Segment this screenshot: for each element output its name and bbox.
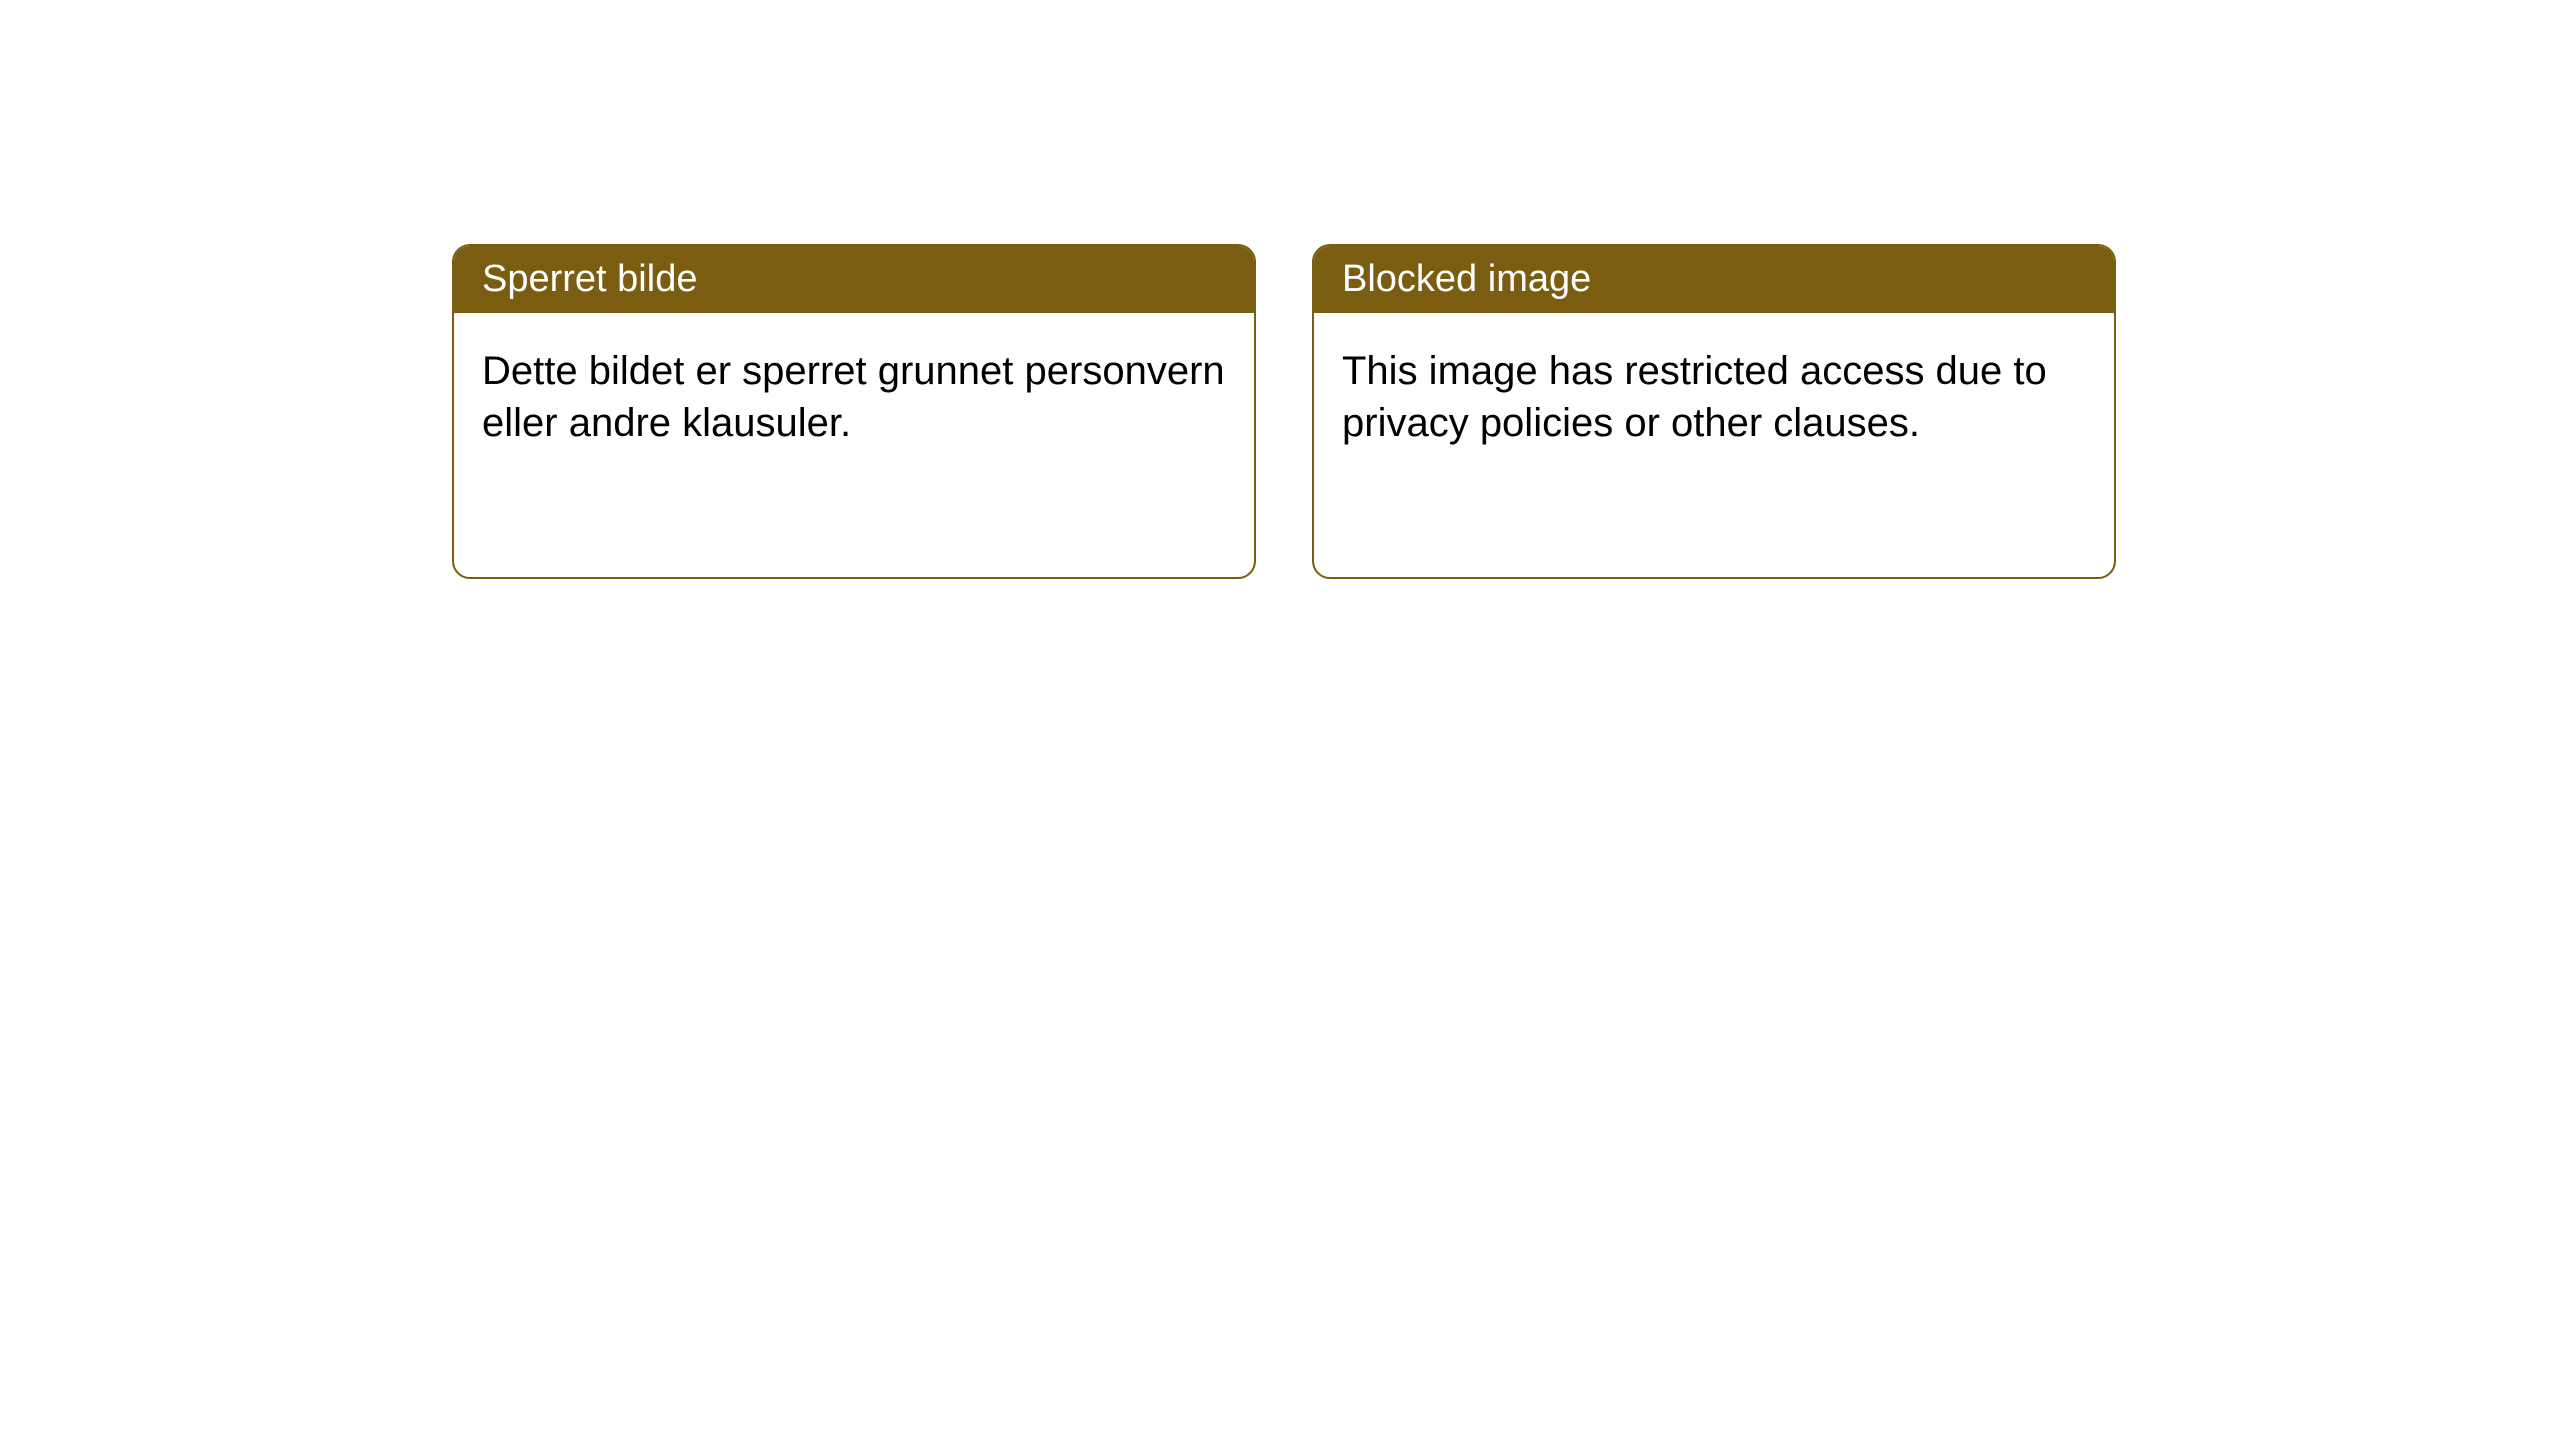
notice-card-english: Blocked image This image has restricted … <box>1312 244 2116 579</box>
notice-container: Sperret bilde Dette bildet er sperret gr… <box>452 244 2116 579</box>
notice-header: Blocked image <box>1314 246 2114 313</box>
notice-header: Sperret bilde <box>454 246 1254 313</box>
notice-body: This image has restricted access due to … <box>1314 313 2114 577</box>
notice-body: Dette bildet er sperret grunnet personve… <box>454 313 1254 577</box>
notice-card-norwegian: Sperret bilde Dette bildet er sperret gr… <box>452 244 1256 579</box>
